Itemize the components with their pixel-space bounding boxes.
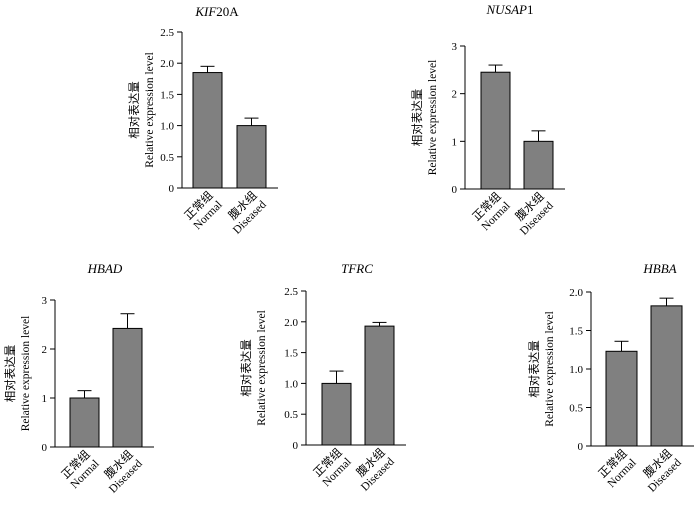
chart-title-plain: 20A [216,4,239,19]
y-tick-label: 0 [452,184,458,196]
category-label-2: 腹水组Diseased [348,445,397,494]
chart-title: HBAD [87,261,123,276]
category-label-2: 腹水组Diseased [507,189,556,238]
chart-title: NUSAP1 [486,2,534,17]
chart-title-italic: HBAD [87,261,123,276]
bar-2 [112,327,143,448]
y-axis-label-en: Relative expression level [20,316,32,432]
chart-title: TFRC [341,261,373,276]
category-label-1: 正常组Normal [58,447,102,491]
chart-title-italic: NUSAP [486,2,528,17]
y-tick-label: 1.5 [160,89,174,101]
y-tick-label: 2.0 [569,287,583,299]
y-tick-label: 2.0 [284,317,298,329]
y-tick-label: 1.0 [160,121,174,133]
y-tick-label: 1.5 [284,348,298,360]
category-label-2: 腹水组Diseased [96,447,145,496]
chart-title-italic: TFRC [341,261,373,276]
category-label-1: 正常组Normal [469,189,513,233]
y-axis-label: 相对表达量 Relative expression level [127,52,156,168]
y-axis-label-cn: 相对表达量 [3,345,17,403]
bar-1 [321,382,352,446]
y-tick-label: 2.5 [160,27,174,39]
chart-panel-1: KIF20A 0 0.5 1.0 1.5 2.0 2.5 相对表达量 Relative expr… [127,4,278,237]
bar-2 [523,140,554,190]
chart-title: KIF20A [194,4,239,19]
y-axis-label-en: Relative expression level [144,52,156,168]
category-label-1: 正常组Normal [181,188,225,232]
category-label-2: 腹水组Diseased [220,188,269,237]
y-tick-label: 0 [169,183,175,195]
bar-2 [236,125,267,189]
y-axis-label-en: Relative expression level [544,311,556,427]
y-tick-label: 0.5 [284,409,298,421]
y-tick-label: 2.0 [160,58,174,70]
y-tick-label: 0.5 [569,403,583,415]
chart-panel-5: HBBA 0 0.5 1.0 1.5 2.0 相对表达量 Relative expressio… [527,261,694,495]
chart-title-plain: 1 [527,2,534,17]
y-tick-label: 2 [42,344,48,356]
y-tick-label: 1.0 [569,364,583,376]
y-axis-label-en: Relative expression level [256,310,268,426]
y-tick-label: 1.5 [569,326,583,338]
y-axis-label: 相对表达量 Relative expression level [410,60,439,176]
chart-title-italic: KIF [194,4,217,19]
y-axis-label: 相对表达量 Relative expression level [3,316,32,432]
y-axis-label-cn: 相对表达量 [239,339,253,397]
y-tick-label: 1 [42,393,48,405]
y-axis-label: 相对表达量 Relative expression level [239,310,268,426]
y-tick-label: 3 [42,295,48,307]
y-axis-label: 相对表达量 Relative expression level [527,311,556,427]
chart-title: HBBA [642,261,676,276]
chart-panel-3: HBAD 0 1 2 3 相对表达量 Relative expression level 正常… [3,261,154,496]
y-tick-label: 2.5 [284,286,298,298]
category-label-1: 正常组Normal [310,445,354,489]
y-axis-label-cn: 相对表达量 [127,81,141,139]
bar-1 [605,350,638,447]
y-axis-label-cn: 相对表达量 [527,340,541,398]
y-tick-label: 0 [42,442,48,454]
y-tick-label: 2 [452,89,458,101]
bar-1 [69,397,100,448]
y-axis-label-en: Relative expression level [427,60,439,176]
bar-1 [480,71,511,190]
y-tick-label: 1.0 [284,378,298,390]
chart-panel-4: TFRC 0 0.5 1.0 1.5 2.0 2.5 相对表达量 Relative expres… [239,261,406,494]
y-tick-label: 0.5 [160,152,174,164]
bar-1 [192,72,223,189]
category-label-1: 正常组Normal [595,446,639,490]
category-label-2: 腹水组Diseased [635,446,684,495]
y-tick-label: 0 [293,440,299,452]
y-tick-label: 1 [452,136,458,148]
y-axis-label-cn: 相对表达量 [410,89,424,147]
bar-2 [650,305,683,447]
y-tick-label: 0 [578,441,584,453]
y-tick-label: 3 [452,41,458,53]
chart-title-italic: HBBA [642,261,676,276]
bar-2 [364,325,395,446]
